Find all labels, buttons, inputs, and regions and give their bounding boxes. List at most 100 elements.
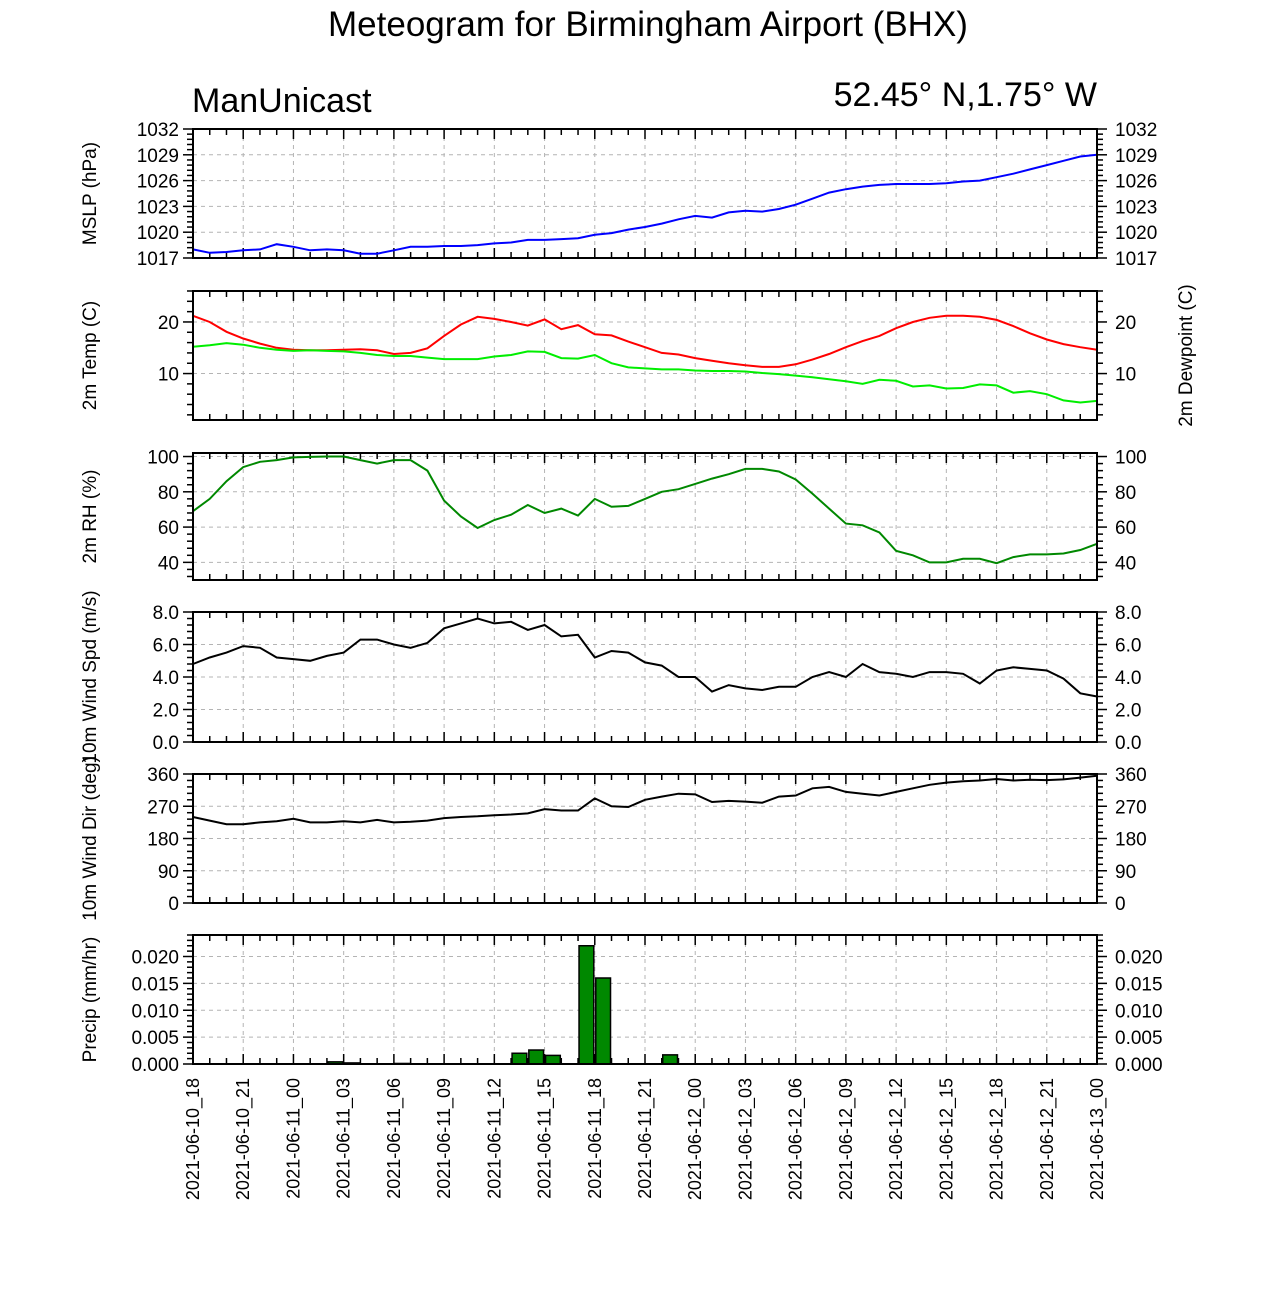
time-axis-labels: 2021-06-10_18 2021-06-10_21 2021-06-11_00 2… bbox=[183, 1078, 1108, 1200]
series-line-1 bbox=[192, 774, 1098, 826]
y-tick-label: 20 bbox=[158, 313, 179, 334]
y-tick-label: 0.015 bbox=[131, 974, 179, 995]
series-line-1 bbox=[192, 314, 1098, 368]
y-axis-title: 2m Temp (C) bbox=[80, 301, 101, 410]
model-name: ManUnicast bbox=[192, 82, 372, 120]
time-label: 2021-06-11_18 bbox=[585, 1078, 606, 1199]
y-tick-label-right: 10 bbox=[1115, 365, 1136, 386]
time-label: 2021-06-12_15 bbox=[936, 1078, 957, 1200]
y-tick-label-right: 60 bbox=[1115, 518, 1136, 539]
chart-title: Meteogram for Birmingham Airport (BHX) bbox=[328, 5, 968, 44]
panel-frame bbox=[192, 290, 1098, 421]
y-tick-label-right: 270 bbox=[1115, 797, 1147, 818]
y-tick-label: 6.0 bbox=[153, 636, 179, 657]
y-tick-label: 80 bbox=[158, 483, 179, 504]
time-label: 2021-06-12_06 bbox=[786, 1078, 807, 1200]
y-tick-label: 1023 bbox=[137, 197, 179, 218]
y-tick-label-right: 0.010 bbox=[1115, 1001, 1163, 1022]
time-label: 2021-06-10_18 bbox=[183, 1078, 204, 1200]
panel-5: 0 0 90 90 180 180 270 270 360 360 10m Wind Dir (de… bbox=[80, 756, 1147, 921]
time-label: 2021-06-10_21 bbox=[233, 1078, 254, 1200]
time-label: 2021-06-11_12 bbox=[484, 1078, 505, 1199]
y-tick-label: 60 bbox=[158, 518, 179, 539]
time-label: 2021-06-11_21 bbox=[635, 1078, 656, 1199]
y-tick-label-right: 1017 bbox=[1115, 249, 1157, 270]
y-tick-label: 8.0 bbox=[153, 603, 179, 624]
time-label: 2021-06-12_00 bbox=[685, 1078, 706, 1200]
y-tick-label-right: 1026 bbox=[1115, 172, 1157, 193]
panel-frame bbox=[192, 773, 1098, 904]
panel-6: 0.000 0.000 0.005 0.005 0.010 0.010 0.015 0.015… bbox=[80, 934, 1163, 1076]
y-tick-label-right: 0.0 bbox=[1115, 733, 1141, 754]
y-tick-label-right: 1023 bbox=[1115, 197, 1157, 218]
y-tick-label: 0.020 bbox=[131, 948, 179, 969]
y-axis-title: 2m RH (%) bbox=[80, 470, 101, 564]
y-tick-label-right: 0.000 bbox=[1115, 1055, 1163, 1076]
series-line-2 bbox=[192, 342, 1098, 404]
y-tick-label: 1017 bbox=[137, 249, 179, 270]
y-tick-label: 0.000 bbox=[131, 1055, 179, 1076]
panel-1: 1017 1017 1020 1020 1023 1023 1026 1026 1029 1029… bbox=[80, 120, 1157, 270]
precip-bar bbox=[595, 977, 612, 1065]
y-tick-label-right: 0.005 bbox=[1115, 1028, 1163, 1049]
y-tick-label: 40 bbox=[158, 553, 179, 574]
y-tick-label-right: 2.0 bbox=[1115, 701, 1141, 722]
y-tick-label: 10 bbox=[158, 365, 179, 386]
precip-bar bbox=[544, 1054, 562, 1065]
y-axis-title: MSLP (hPa) bbox=[80, 142, 101, 245]
time-label: 2021-06-11_03 bbox=[334, 1078, 355, 1199]
y-tick-label: 2.0 bbox=[153, 701, 179, 722]
panel-frame bbox=[192, 934, 1098, 1065]
y-tick-label: 0.005 bbox=[131, 1028, 179, 1049]
time-label: 2021-06-12_21 bbox=[1037, 1078, 1058, 1200]
y-tick-label-right: 40 bbox=[1115, 553, 1136, 574]
time-label: 2021-06-13_00 bbox=[1087, 1078, 1108, 1200]
panel-frame bbox=[192, 611, 1098, 743]
y-tick-label: 0.0 bbox=[153, 733, 179, 754]
time-label: 2021-06-11_09 bbox=[434, 1078, 455, 1199]
y2-axis-title: 2m Dewpoint (C) bbox=[1176, 284, 1197, 427]
y-tick-label: 180 bbox=[147, 830, 179, 851]
y-tick-label: 270 bbox=[147, 797, 179, 818]
y-tick-label-right: 180 bbox=[1115, 830, 1147, 851]
y-tick-label: 360 bbox=[147, 765, 179, 786]
y-tick-label: 1032 bbox=[137, 120, 179, 141]
y-tick-label-right: 1032 bbox=[1115, 120, 1157, 141]
y-tick-label-right: 20 bbox=[1115, 313, 1136, 334]
series-line-1 bbox=[192, 153, 1098, 255]
y-tick-label: 90 bbox=[158, 862, 179, 883]
location-coords: 52.45° N,1.75° W bbox=[834, 76, 1097, 114]
precip-bar bbox=[528, 1049, 545, 1065]
y-tick-label-right: 0 bbox=[1115, 894, 1126, 915]
series-line-1 bbox=[192, 455, 1098, 565]
y-tick-label-right: 100 bbox=[1115, 448, 1147, 469]
time-label: 2021-06-11_06 bbox=[384, 1078, 405, 1199]
y-tick-label: 1020 bbox=[137, 223, 179, 244]
time-label: 2021-06-12_18 bbox=[987, 1078, 1008, 1200]
panel-3: 40 40 60 60 80 80 100 100 2m RH (%) bbox=[80, 448, 1147, 581]
y-tick-label: 1026 bbox=[137, 172, 179, 193]
y-tick-label-right: 0.020 bbox=[1115, 948, 1163, 969]
y-tick-label-right: 8.0 bbox=[1115, 603, 1141, 624]
y-tick-label: 0.010 bbox=[131, 1001, 179, 1022]
y-tick-label-right: 1020 bbox=[1115, 223, 1157, 244]
y-tick-label: 4.0 bbox=[153, 668, 179, 689]
y-axis-title: 10m Wind Spd (m/s) bbox=[80, 590, 101, 763]
y-axis-title: Precip (mm/hr) bbox=[80, 937, 101, 1063]
series-line-1 bbox=[192, 617, 1098, 698]
y-tick-label-right: 0.015 bbox=[1115, 974, 1163, 995]
y-tick-label-right: 80 bbox=[1115, 483, 1136, 504]
precip-bar bbox=[661, 1054, 679, 1065]
panel-4: 0.0 0.0 2.0 2.0 4.0 4.0 6.0 6.0 8.0 8.0 10m Wind S… bbox=[80, 590, 1141, 763]
panel-frame bbox=[192, 128, 1098, 259]
panel-2: 10 10 20 20 2m Temp (C) 2m Dewpoint (C) bbox=[80, 284, 1197, 427]
y-tick-label: 100 bbox=[147, 448, 179, 469]
panel-frame bbox=[192, 452, 1098, 581]
y-tick-label-right: 6.0 bbox=[1115, 636, 1141, 657]
y-tick-label-right: 4.0 bbox=[1115, 668, 1141, 689]
y-tick-label: 1029 bbox=[137, 146, 179, 167]
y-tick-label-right: 360 bbox=[1115, 765, 1147, 786]
y-tick-label-right: 90 bbox=[1115, 862, 1136, 883]
